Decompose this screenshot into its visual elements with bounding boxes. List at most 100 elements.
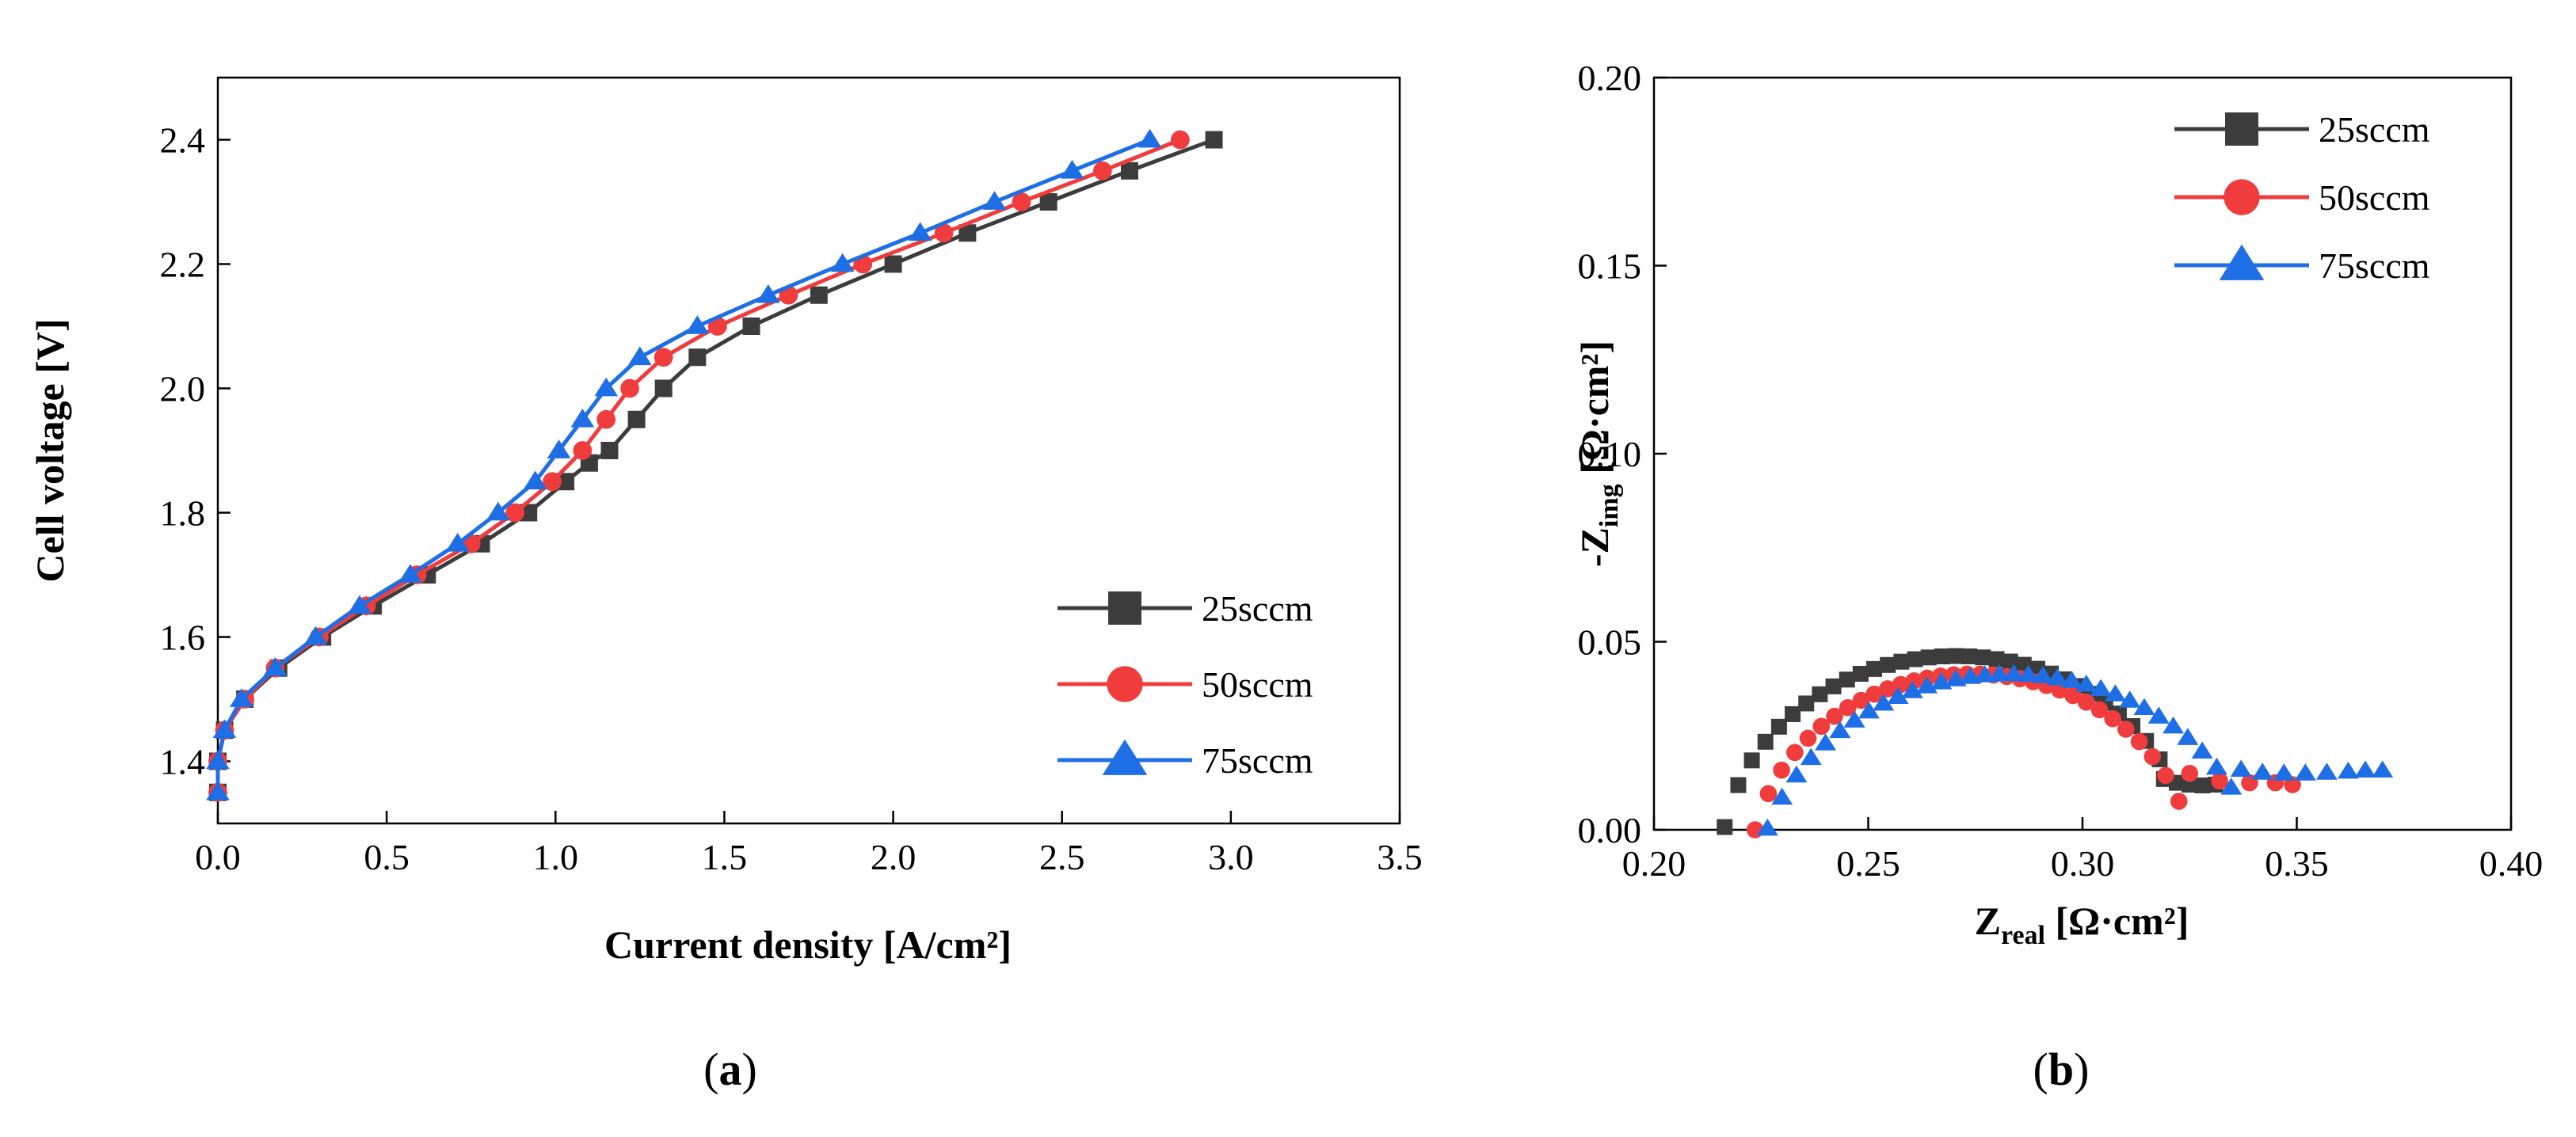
panel-a-point-50sccm [934,223,954,243]
panel-b-point-75sccm [1873,693,1895,711]
panel-b-point-50sccm [2170,793,2188,810]
panel-a-point-25sccm [557,473,575,491]
panel-b-point-50sccm [1865,685,1883,703]
panel-a-legend-marker-25sccm [1108,591,1141,625]
panel-a-point-25sccm [958,224,977,242]
panel-b-point-75sccm [2372,760,2394,778]
panel-b-point-25sccm [1947,648,1964,664]
panel-b-point-25sccm [1907,651,1923,667]
panel-b-point-25sccm [1866,660,1883,677]
panel-b-point-25sccm [1785,705,1801,722]
panel-a-legend-marker-50sccm [1107,666,1143,702]
panel-a-point-75sccm [685,315,710,334]
panel-b-point-25sccm [1839,671,1855,688]
panel-b-y-tick-label: 0.10 [1578,434,1642,474]
panel-a-y-tick-label: 1.4 [160,742,206,782]
panel-b-y-tick-label: 0.15 [1578,246,1642,287]
panel-a-point-75sccm [830,253,855,272]
panel-b-x-axis-label: Zreal [Ω·cm²] [1975,899,2189,950]
panel-b-point-50sccm [1826,707,1843,725]
panel-b-point-75sccm [1887,686,1909,704]
panel-b-point-75sccm [1843,710,1865,728]
panel-b-point-25sccm [1770,718,1787,735]
panel-b-x-tick-label: 0.20 [1622,843,1686,884]
panel-b-legend-label-50sccm: 50sccm [2319,177,2430,218]
panel-b-point-50sccm [1812,717,1831,736]
panel-a-point-75sccm [206,781,230,800]
panel-b-point-75sccm [2061,671,2083,688]
panel-a-point-75sccm [594,377,619,397]
panel-a-point-50sccm [1171,130,1190,150]
panel-b-point-50sccm [1905,672,1923,690]
panel-a-legend-label-50sccm: 50sccm [1202,664,1313,705]
panel-b-point-75sccm [2220,778,2243,795]
panel-a-series [206,128,1223,802]
panel-a-line-50sccm [215,138,1181,793]
panel-b-y-tick-label: 0.00 [1578,810,1642,850]
panel-a-point-25sccm [688,348,707,367]
panel-b-point-75sccm [2104,684,2126,702]
panel-b-point-25sccm [1798,695,1815,712]
panel-a-legend-marker-75sccm [1102,739,1148,775]
panel-a-x-tick-label: 0.0 [195,837,241,877]
panel-b-point-75sccm [2046,667,2068,686]
panel-b-y-tick-label: 0.05 [1578,622,1642,663]
panel-b-x-tick-label: 0.40 [2479,843,2544,884]
panel-b-point-75sccm [1756,818,1778,836]
panel-a-point-75sccm [486,501,510,521]
panel-b-point-75sccm [1974,665,1996,683]
panel-a-point-25sccm [654,379,673,397]
panel-a-x-tick-label: 3.0 [1208,837,1254,877]
panel-b-point-75sccm [2337,761,2359,779]
panel-b-point-75sccm [2163,716,2185,734]
panel-a-point-25sccm [1120,162,1138,180]
panel-a-point-75sccm [1060,160,1084,179]
panel-b-point-75sccm [1800,747,1822,766]
panel-b-legend-marker-75sccm [2219,244,2265,280]
panel-b-point-50sccm [2077,693,2095,711]
panel-b-point-25sccm [1920,649,1937,666]
panel-b-point-25sccm [1934,648,1950,665]
panel-b-point-75sccm [2002,664,2025,682]
panel-b-point-50sccm [1799,729,1817,747]
panel-a-legend: 25sccm 50sccm 75sccm [1057,588,1313,781]
panel-b-point-75sccm [2273,763,2295,781]
panel-a-point-75sccm [263,657,288,676]
panel-b-caption: (b) [2033,1044,2090,1095]
panel-b-point-50sccm [1879,680,1896,698]
panel-a-point-25sccm [810,286,828,304]
panel-a-point-50sccm [573,441,593,460]
panel-b-point-75sccm [1858,701,1880,719]
panel-a-point-75sccm [206,750,230,770]
panel-b-point-50sccm [2104,709,2121,728]
panel-a-point-50sccm [543,472,562,492]
panel-a-point-25sccm [742,318,760,335]
panel-a-point-50sccm [620,378,639,398]
panel-a-y-tick-label: 1.6 [160,618,206,658]
panel-b-point-75sccm [2191,741,2213,759]
panel-a-x-tick-label: 1.0 [533,837,579,877]
panel-a-point-75sccm [229,688,253,707]
panel-a-point-50sccm [1012,192,1031,211]
panel-b-y-tick-label: 0.20 [1578,58,1642,98]
panel-b-point-25sccm [1893,653,1910,670]
panel-a: 0.0 0.5 1.0 1.5 2.0 2.5 3.0 3.5 1.4 1.6 1.8 2.0 2.2 2… [28,76,1423,1095]
panel-b-point-50sccm [2211,772,2228,790]
panel-b-point-50sccm [2181,764,2199,782]
panel-b-caption-letter: b [2048,1044,2074,1095]
panel-b-point-25sccm [1743,752,1760,769]
panel-b-point-25sccm [1880,656,1896,673]
panel-a-y-axis-label: Cell voltage [V] [28,318,72,582]
panel-b-point-75sccm [2133,698,2155,716]
panel-b-point-75sccm [1785,765,1808,783]
panel-a-point-75sccm [212,719,237,739]
panel-b-point-25sccm [2194,777,2211,793]
panel-b-x-tick-label: 0.25 [1836,843,1900,884]
panel-b: 0.20 0.25 0.30 0.35 0.400.000.050.100.150.20… [1572,58,2543,1095]
panel-a-x-axis-label: Current density [A/cm²] [604,922,1012,967]
panel-b-ticks: 0.20 0.25 0.30 0.35 0.40 0.00 0.05 0.10 0.15 0.20 [1578,58,2544,884]
panel-a-point-75sccm [445,533,470,552]
panel-b-point-50sccm [1839,699,1857,717]
panel-b-point-75sccm [2205,757,2227,775]
panel-b-point-50sccm [1786,743,1804,762]
